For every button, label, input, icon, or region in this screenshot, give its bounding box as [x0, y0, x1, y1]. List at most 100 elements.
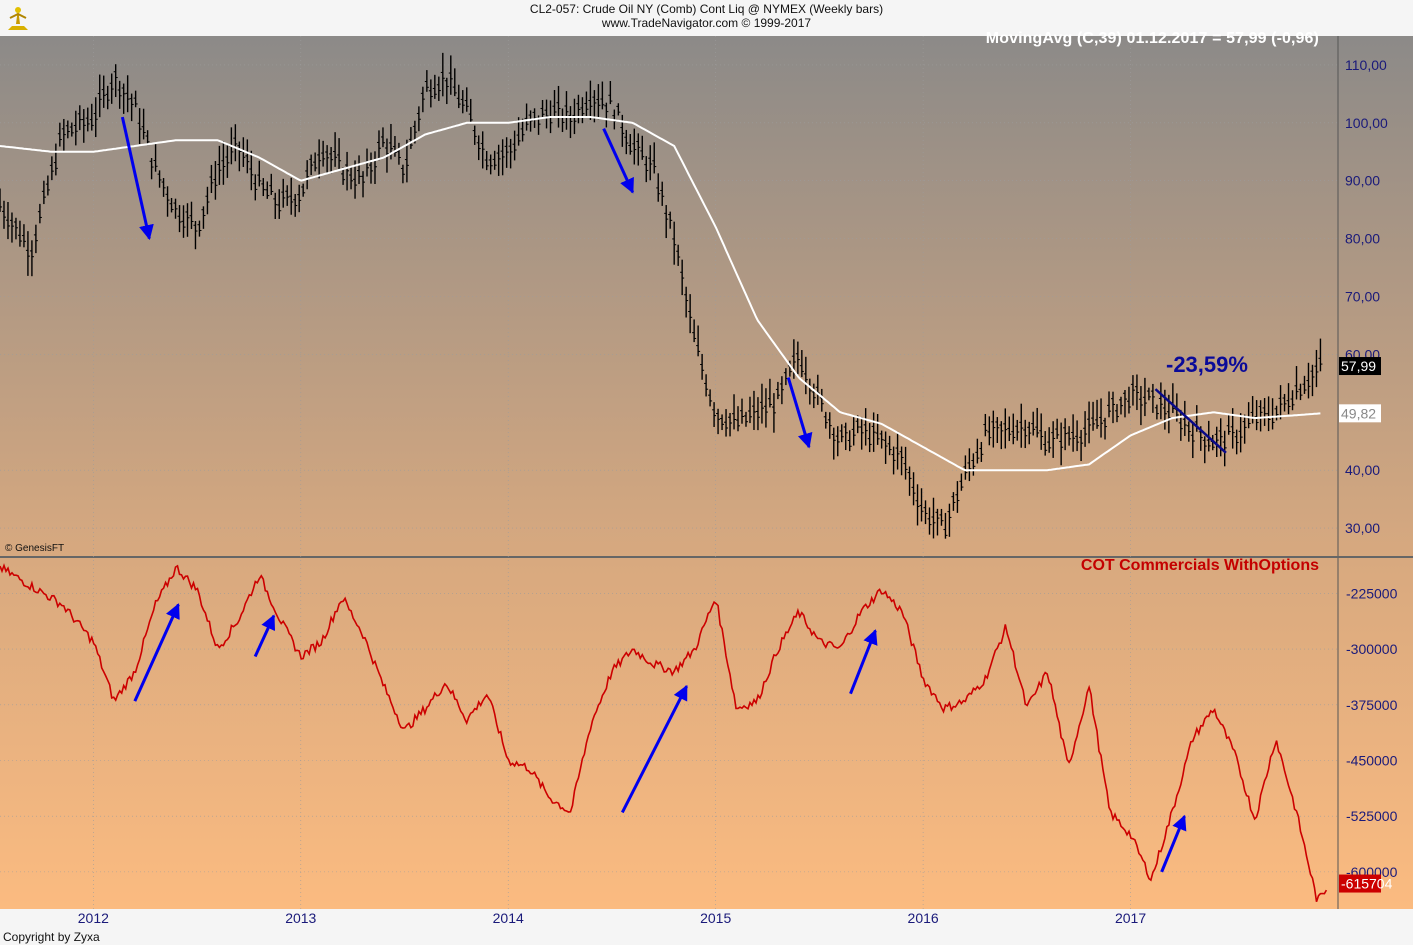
price-bar	[57, 122, 62, 147]
price-bar	[1103, 417, 1108, 440]
price-bar	[656, 173, 661, 202]
price-bar	[967, 448, 972, 482]
svg-text:49,82: 49,82	[1341, 405, 1376, 421]
price-bar	[596, 84, 601, 120]
price-bar	[648, 145, 653, 181]
price-bar	[1238, 413, 1243, 453]
price-bar	[1310, 364, 1315, 397]
price-bar	[1154, 404, 1159, 420]
price-bar	[221, 141, 226, 185]
price-bar	[1059, 422, 1064, 466]
price-bar	[692, 319, 697, 343]
price-bar	[444, 77, 449, 105]
price-bar	[664, 205, 669, 239]
price-bar	[867, 423, 872, 453]
price-bar	[488, 154, 493, 175]
price-bar	[763, 388, 768, 428]
price-bar	[1043, 431, 1048, 456]
price-bar	[540, 100, 545, 118]
price-bar	[289, 177, 294, 215]
price-bar	[37, 203, 42, 224]
price-bar	[337, 138, 342, 171]
price-bar	[69, 122, 74, 137]
moving-avg-line	[0, 116, 1321, 472]
price-bar	[245, 139, 250, 174]
price-bar	[823, 411, 828, 429]
price-bar	[85, 107, 90, 132]
price-bar	[728, 412, 733, 437]
price-bar	[871, 412, 876, 452]
price-bar	[1278, 385, 1283, 420]
price-bar	[564, 91, 569, 130]
price-bar	[484, 151, 489, 171]
price-bar	[137, 108, 142, 145]
genesis-credit: © GenesisFT	[5, 543, 65, 554]
price-bar	[1262, 398, 1267, 426]
price-bar	[1111, 391, 1116, 424]
price-bar	[544, 99, 549, 129]
price-bar	[767, 378, 772, 408]
price-bar	[1091, 401, 1096, 431]
price-bar	[13, 217, 18, 240]
price-bar	[1314, 349, 1319, 388]
price-bar	[1071, 414, 1076, 452]
price-bar	[556, 85, 561, 128]
price-bar	[903, 446, 908, 480]
price-bar	[65, 120, 70, 139]
price-bar	[588, 80, 593, 120]
price-bar	[688, 294, 693, 334]
price-bar	[616, 103, 621, 116]
price-bar	[265, 181, 270, 199]
price-bar	[891, 446, 896, 475]
price-bar	[795, 341, 800, 375]
price-bar	[520, 118, 525, 142]
price-bar	[1007, 416, 1012, 442]
price-bar	[161, 178, 166, 197]
price-bar	[652, 142, 657, 174]
price-bar	[975, 438, 980, 464]
price-bar	[129, 93, 134, 122]
price-tick-label: 70,00	[1345, 289, 1380, 305]
price-bar	[1015, 419, 1020, 441]
price-bar	[81, 109, 86, 143]
price-bar	[492, 150, 497, 170]
cot-tick-label: -525000	[1346, 808, 1398, 824]
price-bar	[632, 128, 637, 165]
price-bar	[524, 103, 529, 131]
price-bar	[273, 192, 278, 220]
price-bar	[1079, 429, 1084, 462]
axis-panel	[1338, 36, 1413, 909]
price-bar	[193, 221, 198, 250]
price-bar	[740, 398, 745, 424]
price-bar	[991, 410, 996, 448]
price-bar	[45, 175, 50, 196]
price-bar	[305, 160, 310, 190]
price-bar	[951, 492, 956, 511]
price-bar	[361, 171, 366, 198]
cot-panel-title: COT Commercials WithOptions	[1080, 557, 1319, 574]
price-bar	[684, 286, 689, 318]
price-bar	[392, 136, 397, 157]
trend-arrow-icon	[133, 603, 180, 702]
price-tick-label: 80,00	[1345, 231, 1380, 247]
price-bar	[1031, 411, 1036, 436]
cot-tick-label: -225000	[1346, 585, 1398, 601]
price-bar	[213, 161, 218, 200]
price-bar	[604, 102, 609, 128]
price-bar	[464, 87, 469, 112]
price-bar	[317, 139, 322, 179]
price-bar	[919, 488, 924, 522]
price-bar	[261, 178, 266, 197]
year-label: 2013	[285, 910, 316, 926]
price-bar	[859, 416, 864, 450]
price-bar	[277, 189, 282, 219]
price-tick-label: 40,00	[1345, 462, 1380, 478]
price-bar	[408, 127, 413, 149]
price-bar	[1142, 377, 1147, 417]
price-bar	[357, 155, 362, 185]
trend-arrow-icon	[849, 629, 878, 695]
price-bar	[600, 81, 605, 110]
price-bar	[879, 430, 884, 449]
price-bar	[923, 500, 928, 525]
price-bar	[1290, 390, 1295, 411]
